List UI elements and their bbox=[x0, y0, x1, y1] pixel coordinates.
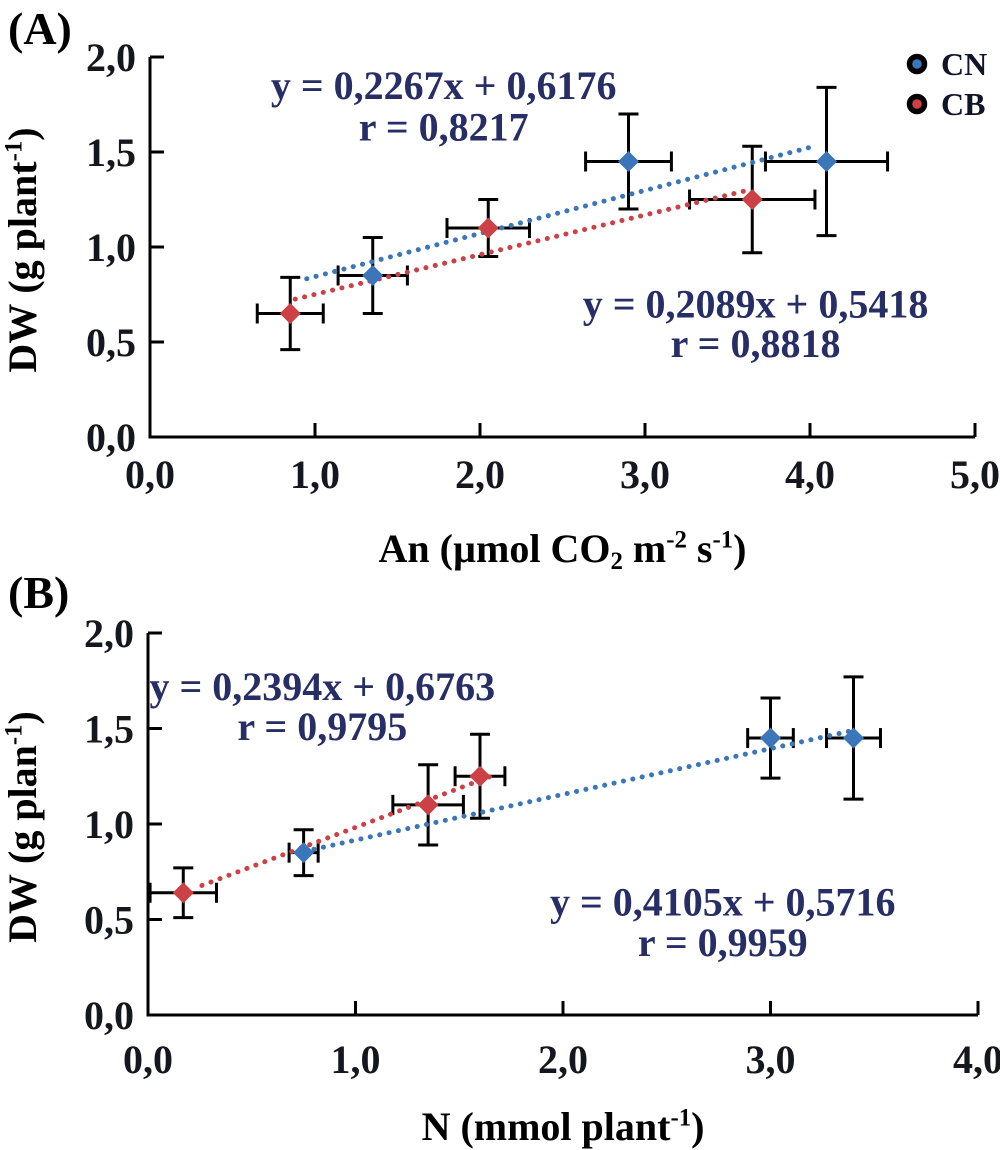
data-point-cb bbox=[477, 217, 499, 239]
trend-line-cn bbox=[311, 727, 856, 852]
markers-cn bbox=[293, 727, 864, 864]
panel-b-label: (B) bbox=[8, 567, 70, 618]
panel-b-chart: 0,0 0,5 1,0 1,5 2,0 0,0 1,0 2,0 3,0 4,0 y = 0,2394… bbox=[0, 611, 1000, 1149]
data-point-cb bbox=[172, 882, 194, 904]
trend-line-cb bbox=[199, 771, 500, 888]
data-point-cn bbox=[843, 727, 864, 749]
equation-label-cn: y = 0,2267x + 0,6176 bbox=[271, 63, 617, 108]
data-point-cb bbox=[741, 189, 763, 210]
error-bars-cb bbox=[148, 732, 507, 920]
data-point-cb bbox=[417, 794, 439, 816]
data-point-cn bbox=[760, 727, 781, 749]
x-tick-label: 4,0 bbox=[953, 1037, 1000, 1082]
trend-line-cn bbox=[304, 144, 816, 282]
x-tick-label: 2,0 bbox=[455, 452, 505, 497]
x-tick-label: 1,0 bbox=[331, 1037, 381, 1082]
panel-a-label: (A) bbox=[8, 3, 72, 54]
legend-ring-cb bbox=[906, 93, 928, 115]
legend-marker-cn bbox=[912, 59, 922, 69]
x-axis-title: N (mmol plant-1) bbox=[422, 1104, 705, 1149]
x-tick-label: 1,0 bbox=[290, 452, 340, 497]
y-axis-title: DW (g plant-1) bbox=[0, 127, 45, 372]
x-tick-label: 2,0 bbox=[538, 1037, 588, 1082]
data-point-cn bbox=[618, 151, 639, 172]
x-tick-label: 3,0 bbox=[746, 1037, 796, 1082]
legend-label-cb: CB bbox=[941, 86, 985, 122]
legend-marker-cb bbox=[912, 99, 922, 109]
data-point-cb bbox=[469, 765, 491, 787]
y-axis-title: DW (g plan-1) bbox=[0, 711, 45, 943]
y-tick-label: 2,0 bbox=[84, 611, 134, 656]
markers-cb bbox=[172, 765, 491, 904]
y-tick-label: 1,5 bbox=[84, 707, 134, 752]
tick-labels: 0,0 0,5 1,0 1,5 2,0 0,0 1,0 2,0 3,0 4,0 bbox=[84, 611, 1000, 1082]
markers-cn bbox=[362, 151, 837, 286]
y-tick-label: 0,5 bbox=[84, 898, 134, 943]
y-tick-label: 0,5 bbox=[86, 320, 136, 365]
y-tick-label: 2,0 bbox=[86, 35, 136, 80]
x-tick-label: 0,0 bbox=[125, 452, 175, 497]
equation-label-cb: y = 0,2089x + 0,5418 bbox=[583, 281, 929, 326]
legend-label-cn: CN bbox=[941, 46, 987, 82]
tick-labels: 0,0 0,5 1,0 1,5 2,0 0,0 1,0 2,0 3,0 4,0 5,0 bbox=[86, 35, 1000, 497]
panel-a-chart: 0,0 0,5 1,0 1,5 2,0 0,0 1,0 2,0 3,0 4,0 5,0 y = 0,2… bbox=[0, 35, 1000, 575]
r-label-cn: r = 0,8217 bbox=[359, 105, 529, 150]
x-tick-label: 3,0 bbox=[620, 452, 670, 497]
r-label-cb: r = 0,8818 bbox=[671, 321, 841, 366]
legend-ring-cn bbox=[906, 53, 928, 75]
data-point-cn bbox=[362, 265, 384, 286]
r-label-cn: r = 0,9795 bbox=[237, 704, 407, 749]
x-tick-label: 5,0 bbox=[950, 452, 1000, 497]
markers-cb bbox=[279, 189, 763, 324]
y-tick-label: 1,0 bbox=[84, 802, 134, 847]
legend: CN CB bbox=[906, 46, 987, 122]
y-tick-label: 0,0 bbox=[84, 993, 134, 1038]
x-axis-title: An (µmol CO2 m-2 s-1) bbox=[379, 526, 747, 575]
axes bbox=[146, 631, 980, 1017]
data-point-cn bbox=[293, 842, 315, 864]
data-point-cn bbox=[816, 151, 837, 172]
y-tick-label: 1,5 bbox=[86, 130, 136, 175]
equation-label-cb: y = 0,4105x + 0,5716 bbox=[550, 880, 896, 925]
y-tick-label: 1,0 bbox=[86, 225, 136, 270]
x-tick-label: 4,0 bbox=[785, 452, 835, 497]
axes bbox=[148, 55, 977, 439]
x-tick-label: 0,0 bbox=[123, 1037, 173, 1082]
equation-label-cn: y = 0,2394x + 0,6763 bbox=[150, 664, 496, 709]
r-label-cb: r = 0,9959 bbox=[638, 920, 808, 965]
data-point-cb bbox=[279, 303, 301, 324]
y-tick-label: 0,0 bbox=[86, 415, 136, 460]
